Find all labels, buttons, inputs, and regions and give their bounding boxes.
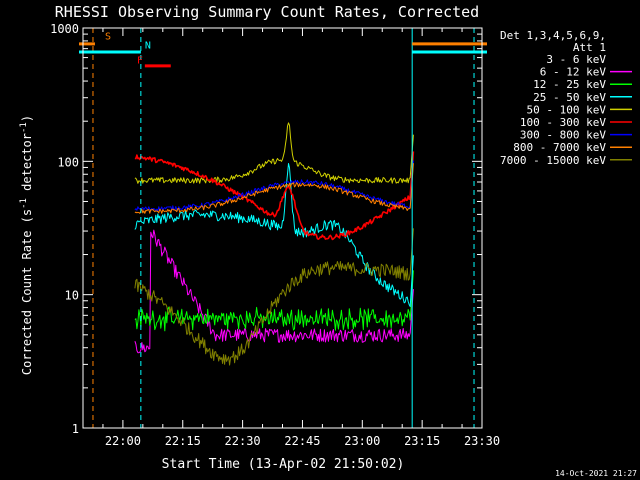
y-tick-label: 1000 <box>50 22 79 36</box>
y-axis-label: Corrected Count Rate (s-1 detector-1) <box>19 115 34 375</box>
legend-header-line: Det 1,3,4,5,6,9, <box>500 29 606 42</box>
series-line-8 <box>134 228 414 366</box>
series-line-2 <box>134 270 414 332</box>
legend-entry-label: 12 - 25 keV <box>533 78 606 91</box>
y-tick-label: 100 <box>57 155 79 169</box>
series-line-4 <box>134 122 414 184</box>
legend-entry-label: 800 - 7000 keV <box>513 141 606 154</box>
annotation-label-n: N <box>145 41 151 52</box>
plot-series <box>134 122 415 402</box>
x-tick-label: 22:15 <box>165 434 201 448</box>
legend-entry-label: 7000 - 15000 keV <box>500 154 606 167</box>
legend-entry-label: 50 - 100 keV <box>527 103 607 116</box>
chart-title: RHESSI Observing Summary Count Rates, Co… <box>55 3 479 21</box>
axes: 22:00 22:15 22:30 22:45 23:00 23:15 23:30 1 10 10… <box>50 22 500 448</box>
x-tick-label: 23:15 <box>404 434 440 448</box>
legend-entry-label: 100 - 300 keV <box>520 116 606 129</box>
y-tick-label: 10 <box>65 289 79 303</box>
y-tick-label: 1 <box>72 422 79 436</box>
attenuator-annotations: S NF <box>79 28 487 428</box>
legend-entry-label: 3 - 6 keV <box>546 53 606 66</box>
legend-entry-label: 25 - 50 keV <box>533 91 606 104</box>
series-line-6 <box>134 160 414 212</box>
x-axis-label: Start Time (13-Apr-02 21:50:02) <box>162 457 405 472</box>
series-line-0 <box>134 307 414 402</box>
legend-entry-label: 300 - 800 keV <box>520 129 606 142</box>
x-tick-label: 22:30 <box>225 434 261 448</box>
x-tick-label: 23:00 <box>344 434 380 448</box>
legend-entry-label: 6 - 12 keV <box>540 66 607 79</box>
annotation-label-f: F <box>137 56 143 67</box>
annotation-label-s: S <box>105 31 111 42</box>
timestamp: 14-Oct-2021 21:27 <box>555 469 637 478</box>
legend-header-line: Att 1 <box>573 41 606 54</box>
series-line-7 <box>134 163 414 214</box>
x-tick-label: 23:30 <box>464 434 500 448</box>
series-line-5 <box>134 151 415 241</box>
series-line-1 <box>134 229 414 354</box>
x-tick-label: 22:45 <box>284 434 320 448</box>
x-tick-label: 22:00 <box>105 434 141 448</box>
